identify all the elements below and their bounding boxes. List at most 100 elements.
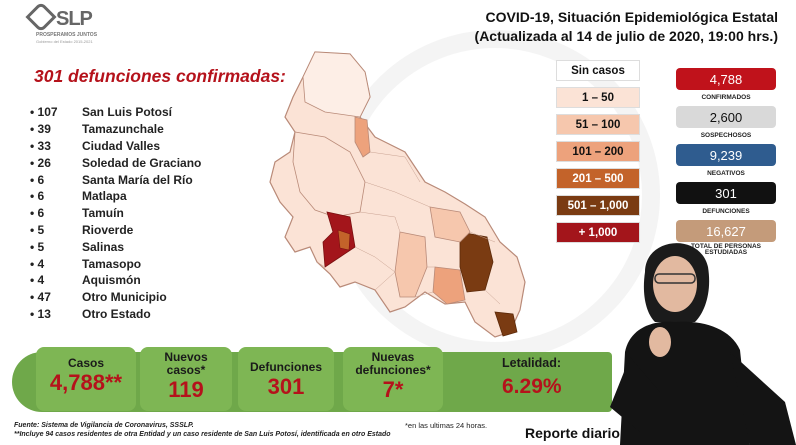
last24-footnote: *en las ultimas 24 horas. <box>405 421 488 430</box>
defunciones-value: 301 <box>267 374 305 399</box>
stat-value: 4,788 <box>676 68 776 90</box>
municipality-row: • 13 Otro Estado <box>30 306 201 323</box>
municipality-count: • 33 <box>30 138 51 153</box>
header-date: (Actualizada al 14 de julio de 2020, 19:… <box>474 28 778 44</box>
logo-subtag: Gobierno del Estado 2015-2021 <box>36 39 93 44</box>
deaths-title: 301 defunciones confirmadas: <box>34 66 286 86</box>
legend-item: 51 – 100 <box>556 114 640 135</box>
map-region-center <box>292 131 366 218</box>
municipality-name: Aquismón <box>82 273 141 288</box>
municipality-name: San Luis Potosí <box>82 105 173 120</box>
tile-defunciones: Defunciones 301 <box>238 347 334 411</box>
interpreter-hand <box>649 327 671 357</box>
stat-label: NEGATIVOS <box>707 170 745 177</box>
municipality-name: Santa María del Río <box>82 172 193 187</box>
logo-text: SLP <box>56 8 93 30</box>
report-title: Reporte diario <box>525 425 620 441</box>
municipality-name: Tamazunchale <box>82 122 164 137</box>
municipality-row: • 6 Tamuín <box>30 205 201 222</box>
legend-item: 501 – 1,000 <box>556 195 640 216</box>
map-region-east <box>429 206 471 243</box>
municipality-row: • 26 Soledad de Graciano <box>30 154 201 171</box>
municipality-name: Soledad de Graciano <box>82 155 202 170</box>
interpreter-face <box>653 256 697 312</box>
municipality-list: • 107 San Luis Potosí • 39 Tamazunchale • 33… <box>30 104 201 322</box>
municipality-count: • 6 <box>30 189 45 204</box>
municipality-count: • 47 <box>30 290 51 305</box>
letalidad-label: Letalidad: <box>502 356 562 370</box>
municipality-row: • 5 Salinas <box>30 238 201 255</box>
stat-label: SOSPECHOSOS <box>700 132 752 139</box>
municipality-row: • 39 Tamazunchale <box>30 121 201 138</box>
stat-value: 301 <box>676 182 776 204</box>
municipality-name: Tamasopo <box>82 256 142 271</box>
legend-item: Sin casos <box>556 60 640 81</box>
municipality-count: • 4 <box>30 256 45 271</box>
tile-nuevos-casos: Nuevos casos* 119 <box>140 347 232 411</box>
legend-item: 1 – 50 <box>556 87 640 108</box>
municipality-name: Rioverde <box>82 222 134 237</box>
municipality-count: • 5 <box>30 222 45 237</box>
municipality-count: • 107 <box>30 105 58 120</box>
stat-value: 9,239 <box>676 144 776 166</box>
municipality-count: • 6 <box>30 206 45 221</box>
municipality-name: Ciudad Valles <box>82 138 161 153</box>
state-map <box>269 51 526 338</box>
municipality-count: • 13 <box>30 306 51 321</box>
municipality-row: • 4 Tamasopo <box>30 255 201 272</box>
interpreter-glasses <box>654 273 696 284</box>
nuevos-casos-value: 119 <box>168 377 204 402</box>
municipality-count: • 4 <box>30 273 45 288</box>
defunciones-label: Defunciones <box>249 360 322 374</box>
municipality-row: • 33 Ciudad Valles <box>30 138 201 155</box>
casos-label: Casos <box>67 356 105 370</box>
map-region-salinas <box>354 116 371 158</box>
municipality-count: • 6 <box>30 172 45 187</box>
tile-casos: Casos 4,788** <box>36 347 136 411</box>
stat-value: 2,600 <box>676 106 776 128</box>
map-municipal-borders <box>316 151 501 305</box>
casos-value: 4,788** <box>49 370 123 395</box>
legend-item: + 1,000 <box>556 222 640 243</box>
map-region-soledad <box>337 229 351 251</box>
letalidad-value: 6.29% <box>502 375 562 398</box>
nuevas-defunciones-label: Nuevas defunciones* <box>355 350 431 377</box>
map-region-huasteca <box>494 311 518 337</box>
municipality-name: Tamuín <box>82 206 124 221</box>
stat-label: CONFIRMADOS <box>701 94 751 101</box>
logo-tagline: PROSPERAMOS JUNTOS <box>36 32 98 38</box>
note-footnote: **Incluye 94 casos residentes de otra En… <box>14 431 391 438</box>
map-region-north <box>302 51 371 118</box>
tile-nuevas-defunciones: Nuevas defunciones* 7* <box>343 347 443 411</box>
logo-mark-icon <box>25 1 57 33</box>
nuevos-casos-label: Nuevos casos* <box>164 350 208 377</box>
municipality-name: Otro Estado <box>82 306 151 321</box>
map-legend: Sin casos 1 – 50 51 – 100 101 – 200 201 – 50… <box>556 60 640 249</box>
municipality-row: • 47 Otro Municipio <box>30 289 201 306</box>
map-region-tamasopo <box>432 266 466 305</box>
municipality-row: • 6 Matlapa <box>30 188 201 205</box>
stat-label: DEFUNCIONES <box>702 208 750 215</box>
nuevas-defunciones-value: 7* <box>382 377 404 402</box>
municipality-name: Matlapa <box>82 189 127 204</box>
stats-panel: 4,788 CONFIRMADOS 2,600 SOSPECHOSOS 9,239 NEG… <box>676 68 776 258</box>
municipality-count: • 39 <box>30 122 51 137</box>
source-footnote: Fuente: Sistema de Vigilancia de Coronav… <box>14 422 194 429</box>
sign-language-interpreter <box>610 243 796 445</box>
legend-item: 201 – 500 <box>556 168 640 189</box>
municipality-row: • 107 San Luis Potosí <box>30 104 201 121</box>
page-header: COVID-19, Situación Epidemiológica Estat… <box>475 8 778 46</box>
municipality-row: • 6 Santa María del Río <box>30 171 201 188</box>
municipality-row: • 5 Rioverde <box>30 222 201 239</box>
slp-logo-icon: SLP PROSPERAMOS JUNTOS Gobierno del Esta… <box>25 1 110 46</box>
municipality-count: • 5 <box>30 239 45 254</box>
legend-item: 101 – 200 <box>556 141 640 162</box>
municipality-name: Otro Municipio <box>82 290 167 305</box>
stat-label: TOTAL DE PERSONAS ESTUDIADAS <box>690 243 762 256</box>
stat-value: 16,627 <box>676 220 776 242</box>
municipality-name: Salinas <box>82 239 125 254</box>
municipality-row: • 4 Aquismón <box>30 272 201 289</box>
header-title: COVID-19, Situación Epidemiológica Estat… <box>485 9 778 25</box>
municipality-count: • 26 <box>30 155 51 170</box>
interpreter-arm-left <box>610 357 660 432</box>
